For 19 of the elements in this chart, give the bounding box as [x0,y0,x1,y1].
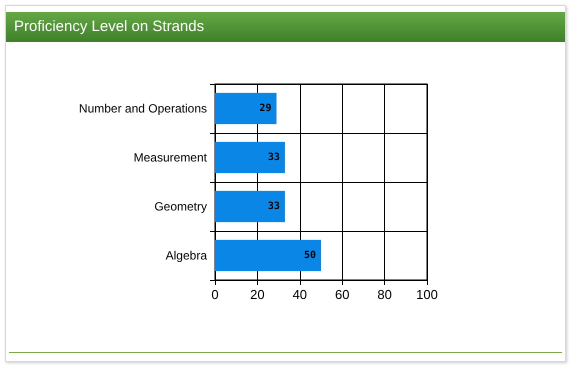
y-tick-label: Geometry [154,200,207,214]
bar [215,92,276,124]
bar [215,142,285,174]
data-label: 29 [259,103,272,114]
x-tick-label: 100 [416,287,438,302]
x-tick-label: 80 [377,287,392,302]
x-tick-label: 0 [211,287,219,302]
data-label: 33 [268,201,280,212]
y-tick-label: Number and Operations [78,102,207,116]
x-tick-label: 20 [250,287,265,302]
chart-title: Proficiency Level on Strands [6,12,565,42]
data-label: 50 [304,250,316,261]
y-tick-label: Algebra [166,248,208,262]
bar [215,190,285,222]
bar [215,240,321,272]
x-tick-label: 60 [334,287,350,302]
y-tick-label: Measurement [134,150,208,164]
data-label: 33 [268,152,280,163]
x-tick-label: 40 [292,287,308,302]
